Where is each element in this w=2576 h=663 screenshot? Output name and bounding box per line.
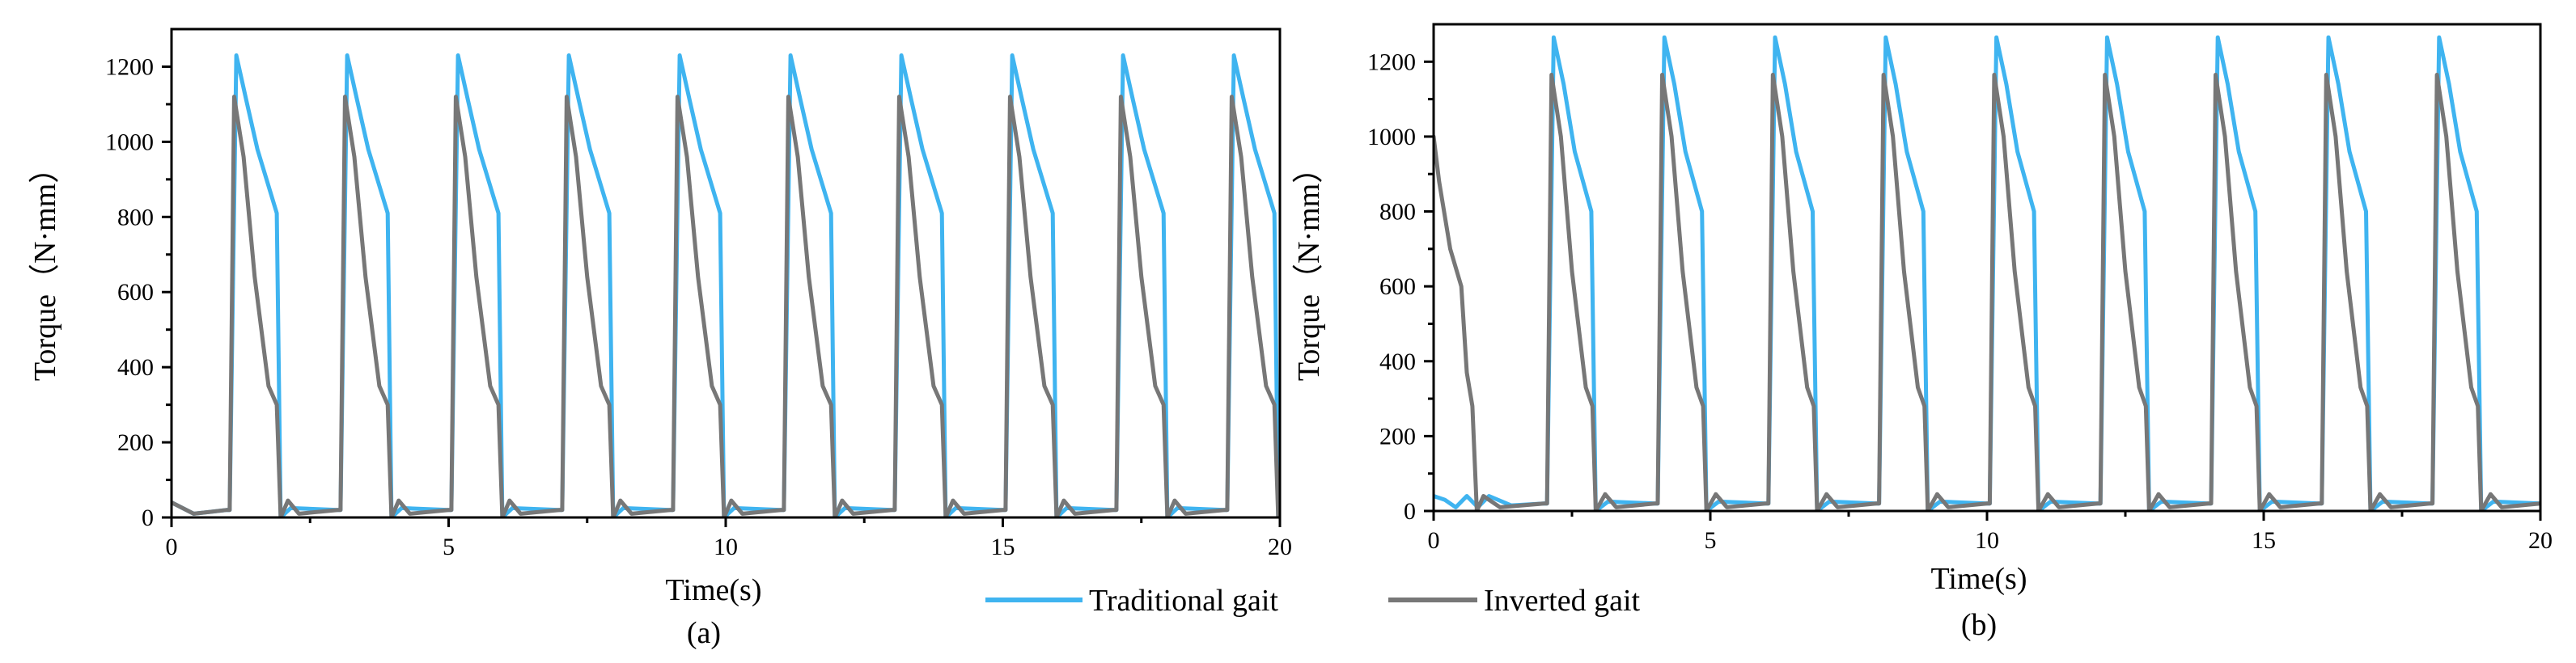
x-tick-label: 10 — [1975, 527, 1999, 554]
y-tick-label: 400 — [1379, 348, 1416, 375]
y-tick-label: 600 — [1379, 273, 1416, 300]
panel-label-a: (a) — [687, 616, 721, 650]
panel-label-b: (b) — [1961, 608, 1997, 642]
x-axis-title-a: Time(s) — [666, 573, 762, 607]
y-tick-label: 0 — [142, 505, 154, 531]
y-tick-label: 1000 — [1367, 124, 1416, 150]
chart-panel-a: Torque（N·mm） Time(s) (a) 0 5 10 15 200200400… — [28, 27, 1292, 650]
x-tick-label: 20 — [1268, 534, 1292, 560]
x-tick-label: 15 — [2252, 527, 2276, 554]
y-tick-label: 800 — [117, 204, 154, 230]
y-tick-label: 600 — [117, 279, 154, 306]
series-line-inverted-a — [172, 95, 1280, 517]
plot-frame-b — [1432, 23, 2542, 513]
legend-label-inverted: Inverted gait — [1484, 584, 1641, 618]
x-tick-label: 10 — [714, 534, 738, 560]
y-tick-label: 800 — [1379, 199, 1416, 226]
x-tick-label: 20 — [2528, 527, 2553, 554]
x-tick-label: 5 — [443, 534, 455, 560]
x-tick-label: 0 — [166, 534, 178, 560]
y-tick-label: 200 — [117, 429, 154, 456]
x-axis-title-b: Time(s) — [1931, 562, 2027, 596]
x-tick-label: 15 — [991, 534, 1015, 560]
series-line-inverted-b — [1434, 73, 2540, 511]
legend: Traditional gait Inverted gait — [985, 584, 1641, 618]
y-axis-title-b: Torque（N·mm） — [1292, 153, 1326, 381]
plot-frame-a — [170, 27, 1282, 519]
y-tick-label: 200 — [1379, 423, 1416, 450]
y-tick-label: 1200 — [1367, 49, 1416, 75]
y-axis-title-a: Torque（N·mm） — [28, 153, 62, 381]
x-tick-label: 5 — [1705, 527, 1717, 554]
series-line-traditional-a — [172, 53, 1280, 517]
chart-panel-b: Torque（N·mm） Time(s) (b) 0 5 10 15 200200400… — [1292, 23, 2553, 642]
y-tick-label: 1200 — [105, 53, 154, 80]
series-line-traditional-b — [1434, 35, 2540, 511]
y-tick-label: 0 — [1404, 498, 1416, 525]
legend-label-traditional: Traditional gait — [1089, 584, 1278, 618]
x-tick-label: 0 — [1428, 527, 1440, 554]
y-tick-label: 400 — [117, 354, 154, 381]
y-tick-label: 1000 — [105, 129, 154, 155]
